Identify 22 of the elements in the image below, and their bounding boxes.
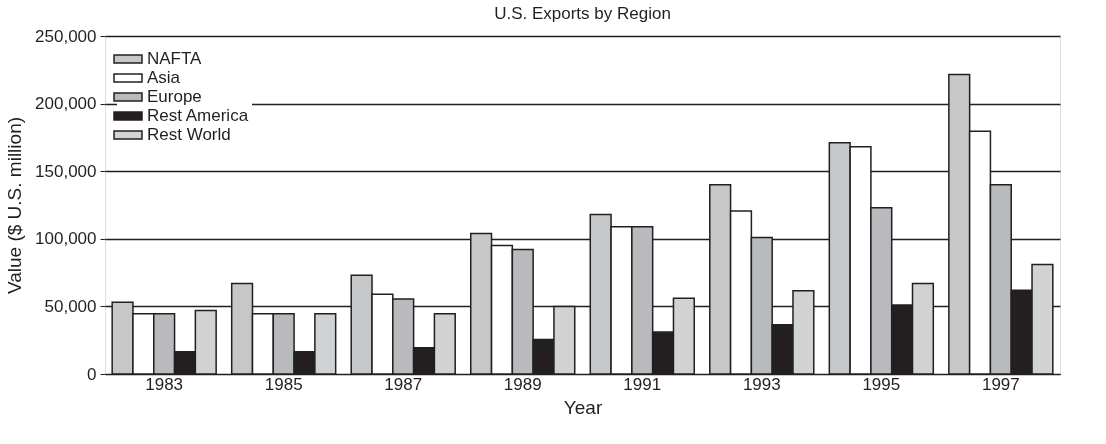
y-tick-label: 150,000	[35, 161, 97, 181]
x-tick-label: 1995	[862, 374, 901, 394]
x-tick-label: 1993	[742, 374, 781, 394]
y-tick-label: 50,000	[44, 296, 97, 316]
x-tick-label: 1985	[264, 374, 303, 394]
y-axis-title: Value ($ U.S. million)	[4, 116, 26, 295]
x-axis-title: Year	[563, 396, 603, 418]
x-tick-label: 1989	[503, 374, 542, 394]
y-tick-label: 100,000	[35, 229, 97, 249]
legend-label: Rest America	[147, 106, 249, 125]
x-tick-label: 1983	[145, 374, 184, 394]
legend-label: Asia	[147, 68, 181, 87]
x-tick-label: 1987	[384, 374, 423, 394]
y-tick-label: 250,000	[35, 26, 97, 46]
legend-label: Rest World	[147, 125, 231, 144]
legend-label: NAFTA	[147, 49, 203, 68]
y-tick-label: 200,000	[35, 94, 97, 114]
legend-label: Europe	[147, 87, 202, 106]
x-tick-label: 1991	[623, 374, 662, 394]
x-tick-label: 1997	[981, 374, 1020, 394]
y-tick-label: 0	[87, 364, 97, 384]
chart-title: U.S. Exports by Region	[494, 4, 671, 23]
